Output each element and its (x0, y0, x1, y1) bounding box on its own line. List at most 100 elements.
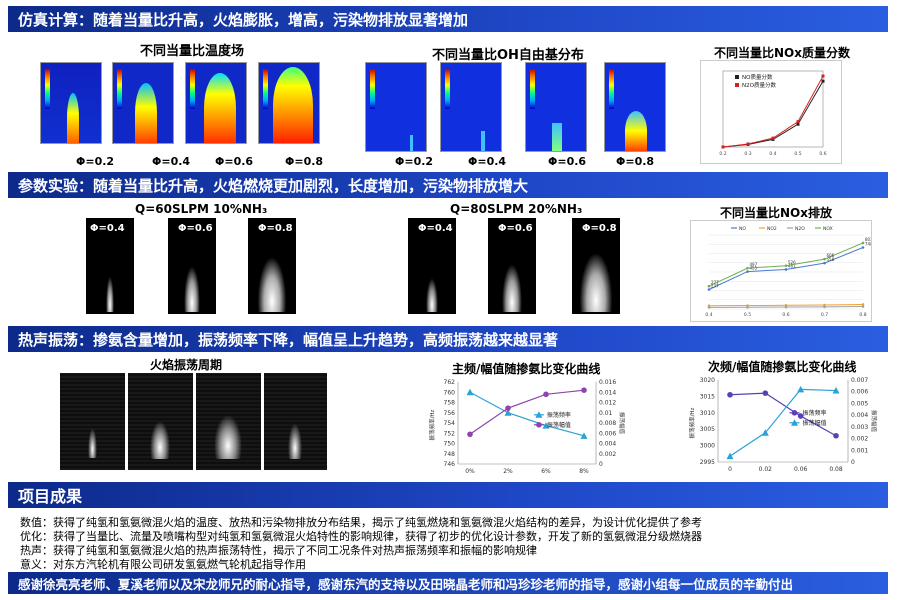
secondary-freq-svg: 2995 3000 3005 3010 3015 3020 0 0.001 0.002 0.003… (688, 377, 878, 473)
data-point (821, 74, 825, 78)
y2-tick-label: 0.005 (851, 400, 868, 407)
y1-tick-label: 3010 (700, 410, 715, 417)
data-label: 277 (711, 280, 719, 285)
data-point (784, 264, 788, 268)
exp-banner: 参数实验：随着当量比升高，火焰燃烧更加剧烈，长度增加，污染物排放增大 (8, 172, 888, 198)
secondary-freq-chart: 2995 3000 3005 3010 3015 3020 0 0.001 0.002 0.003… (688, 374, 878, 474)
data-point (797, 385, 805, 393)
x-tick-label: 0.4 (705, 312, 712, 318)
data-point (861, 246, 865, 249)
temp-field-title: 不同当量比温度场 (140, 44, 245, 59)
y1-tick-label: 756 (444, 410, 456, 417)
nox-emission-title: 不同当量比NOx排放 (720, 206, 832, 220)
series-line-0 (469, 391, 585, 437)
secondary-freq-title: 次频/幅值随掺氨比变化曲线 (708, 360, 857, 374)
data-point (746, 270, 749, 273)
y2-tick-label: 0.002 (851, 436, 868, 443)
data-label: 803 (865, 237, 871, 242)
results-banner: 项目成果 (8, 482, 888, 508)
data-point (861, 241, 865, 245)
y1-tick-label: 748 (444, 451, 456, 458)
series-line-1 (469, 389, 585, 435)
legend-label: NOX (823, 226, 833, 232)
flame-photo-g2-1-label: Φ=0.4 (418, 223, 453, 234)
exp-group2-label: Q=80SLPM 20%NH₃ (450, 202, 583, 216)
x-tick-label: 0.5 (744, 312, 751, 318)
y1-tick-label: 2995 (700, 459, 715, 466)
legend-label: NO2 (767, 226, 777, 232)
data-point (784, 268, 788, 271)
x-tick-label: 0.2 (719, 151, 726, 157)
x-tick-label: 0.5 (794, 151, 801, 157)
x-tick-label: 0.02 (759, 466, 773, 473)
data-point (726, 452, 734, 460)
temp-sim-3 (185, 62, 247, 144)
y2-tick-label: 0.012 (599, 400, 616, 407)
legend-marker (536, 422, 542, 428)
series-line-1 (729, 388, 837, 457)
y2-axis-label: 振荡幅值 (870, 410, 878, 433)
y2-tick-label: 0.007 (851, 377, 868, 384)
data-point (761, 429, 769, 436)
legend-label: 振荡频率 (547, 411, 571, 419)
oh-sim-3 (525, 62, 587, 152)
nox-emission-chart: 237455481558748277497526606803NONO2N2ONO… (690, 220, 873, 322)
y2-tick-label: 0.014 (599, 389, 616, 396)
result-numerical: 数值：获得了纯氢和氢氨微混火焰的温度、放热和污染物排放分布结果，揭示了纯氢燃烧和… (20, 516, 702, 529)
data-point (746, 305, 749, 309)
data-point (823, 257, 826, 261)
flame-photo-g1-2: Φ=0.6 (168, 218, 216, 314)
main-freq-title: 主频/幅值随掺氨比变化曲线 (452, 362, 601, 376)
oscillation-photo-4 (264, 373, 327, 470)
legend-swatch (735, 75, 739, 79)
x-tick-label: 0.3 (744, 151, 751, 157)
y1-tick-label: 3005 (700, 426, 715, 433)
data-point (707, 306, 711, 309)
x-tick-label: 0.8 (859, 312, 866, 318)
data-point (796, 120, 800, 124)
sim-banner: 仿真计算：随着当量比升高，火焰膨胀，增高，污染物排放显著增加 (8, 6, 888, 32)
y1-tick-label: 746 (444, 461, 456, 468)
y1-tick-label: 3000 (700, 443, 715, 450)
legend-label: 振荡频率 (803, 409, 827, 417)
y1-tick-label: 752 (444, 430, 456, 437)
legend-swatch (735, 83, 739, 87)
result-optimization: 优化：获得了当量比、流量及喷嘴构型对纯氢和氢氨微混火焰特性的影响规律，获得了初步… (20, 530, 702, 543)
data-label: 526 (788, 260, 796, 265)
flame-photo-g2-2-label: Φ=0.6 (498, 223, 533, 234)
temp-phi-3: Φ=0.6 (215, 155, 254, 168)
data-point (581, 387, 587, 393)
temp-phi-1: Φ=0.2 (76, 155, 115, 168)
flame-photo-g1-3: Φ=0.8 (248, 218, 296, 314)
x-tick-label: 0.6 (782, 312, 789, 318)
oscillation-photo-2 (128, 373, 193, 470)
oh-sim-2 (440, 62, 502, 152)
nox-mass-title: 不同当量比NOx质量分数 (714, 46, 850, 60)
data-point (832, 387, 840, 394)
data-point (466, 388, 474, 396)
y2-tick-label: 0.006 (851, 389, 868, 396)
flame-photo-g2-1: Φ=0.4 (408, 218, 456, 314)
temp-sim-4 (258, 62, 320, 144)
x-tick-label: 2% (503, 468, 513, 475)
result-thermoacoustic: 热声：获得了纯氢和氢氨微混火焰的热声振荡特性，揭示了不同工况条件对热声振荡频率和… (20, 544, 537, 557)
exp-banner-text: 参数实验：随着当量比升高，火焰燃烧更加剧烈，长度增加，污染物排放增大 (18, 176, 529, 195)
x-tick-label: 0.4 (769, 151, 776, 157)
data-point (823, 305, 826, 309)
data-point (504, 409, 512, 416)
data-label: 237 (711, 284, 719, 289)
data-point (721, 145, 725, 149)
y2-tick-label: 0.01 (599, 410, 613, 417)
footer-text: 感谢徐亮亮老师、夏溪老师以及宋龙师兄的耐心指导，感谢东汽的支持以及田晓晶老师和冯… (18, 576, 794, 592)
x-tick-label: 0.6 (819, 151, 826, 157)
flame-photo-g1-1-label: Φ=0.4 (90, 223, 125, 234)
data-label: 497 (750, 262, 758, 267)
y1-axis-label: 振荡频率/Hz (428, 409, 436, 440)
temp-sim-1 (40, 62, 102, 144)
legend-label: NO质量分数 (742, 73, 773, 81)
temp-phi-2: Φ=0.4 (152, 155, 191, 168)
x-tick-label: 6% (541, 468, 551, 475)
flame-photo-g2-3: Φ=0.8 (572, 218, 620, 314)
y1-tick-label: 754 (444, 420, 456, 427)
y1-tick-label: 750 (444, 441, 456, 448)
